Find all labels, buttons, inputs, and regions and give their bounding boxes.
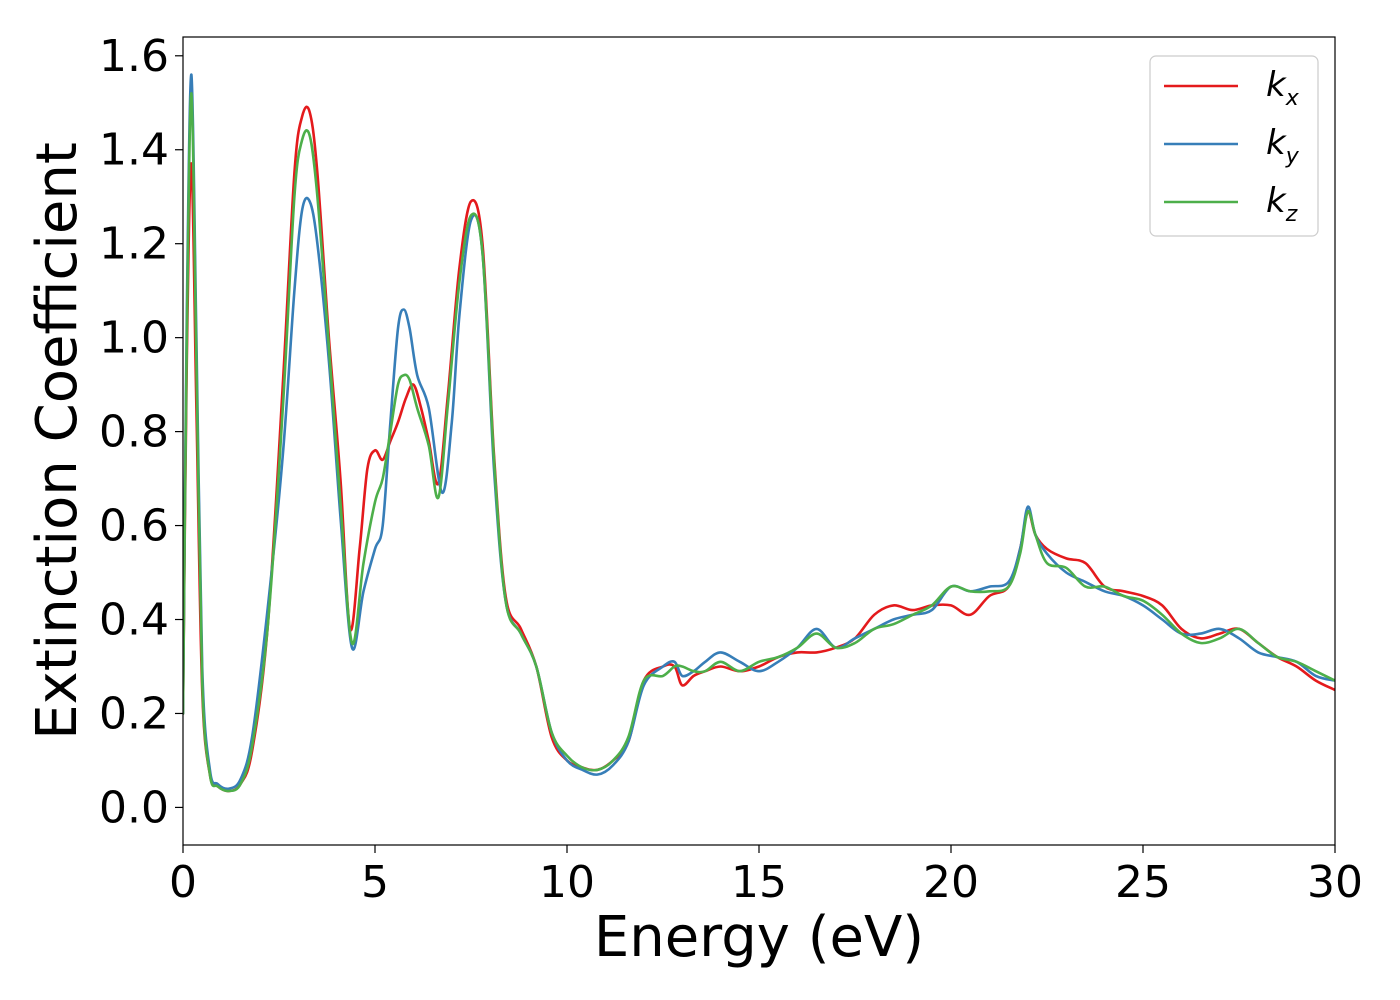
legend-label-subscript: x: [1285, 86, 1300, 111]
y-tick-label: 1.2: [99, 219, 169, 270]
y-tick-label: 0.8: [99, 407, 169, 458]
y-tick-label: 1.6: [99, 31, 169, 82]
y-axis: 0.0 0.2 0.4 0.6 0.8 1.0 1.2 1.4 1.6: [99, 31, 183, 833]
x-tick-label: 10: [539, 857, 595, 908]
plot-area: [183, 37, 1335, 845]
y-tick-label: 0.2: [99, 688, 169, 739]
y-tick-label: 1.4: [99, 125, 169, 176]
series-line-kz: [183, 92, 1335, 793]
y-tick-label: 1.0: [99, 313, 169, 364]
x-tick-label: 15: [731, 857, 787, 908]
y-tick-label: 0.6: [99, 501, 169, 552]
x-tick-label: 25: [1115, 857, 1171, 908]
series-layer: [183, 73, 1335, 793]
x-tick-label: 30: [1307, 857, 1363, 908]
x-tick-label: 0: [169, 857, 197, 908]
legend-label-subscript: z: [1285, 202, 1298, 227]
y-tick-label: 0.0: [99, 782, 169, 833]
y-axis-label: Extinction Coefficient: [25, 142, 90, 740]
x-tick-label: 5: [361, 857, 389, 908]
x-axis: 0 5 10 15 20 25 30: [169, 845, 1363, 908]
x-tick-label: 20: [923, 857, 979, 908]
legend-box: [1149, 55, 1319, 237]
legend-label-subscript: y: [1285, 144, 1300, 169]
y-tick-label: 0.4: [99, 595, 169, 646]
x-axis-label: Energy (eV): [594, 905, 924, 970]
